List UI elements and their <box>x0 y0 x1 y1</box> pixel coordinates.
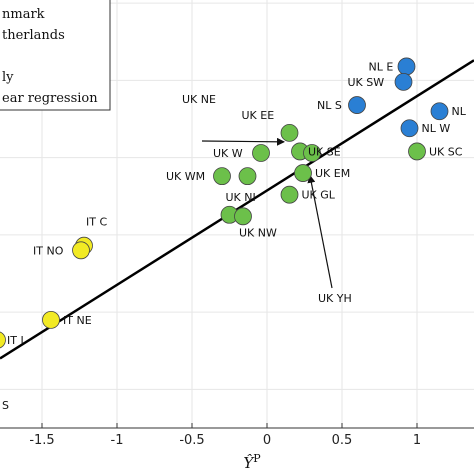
point-label: NL W <box>422 122 451 135</box>
data-point <box>238 167 257 186</box>
data-point <box>213 167 231 186</box>
arrow-uk-yh <box>307 174 333 289</box>
data-point <box>42 310 60 329</box>
legend-entry: therlands <box>2 28 65 43</box>
point-label: NL E <box>369 60 394 73</box>
x-axis-label-base: Ŷ <box>243 454 255 472</box>
plot-frame <box>0 423 474 429</box>
point-label: UK WM <box>166 170 205 183</box>
x-tick-labels: -1.5 -1 -0.5 0 0.5 1 <box>29 433 421 448</box>
point-label: IT I <box>7 334 24 347</box>
data-point <box>303 144 321 162</box>
legend-entry: nmark <box>2 7 45 22</box>
point-label: IT C <box>86 216 107 229</box>
data-point <box>394 72 413 91</box>
legend-entry: ly <box>2 70 14 85</box>
point-label: UK SW <box>348 76 385 89</box>
point-label: NL <box>452 105 467 118</box>
regression-line-path <box>0 59 474 360</box>
legend-box <box>0 0 111 111</box>
point-label: UK W <box>213 147 243 160</box>
x-tick-label: 0 <box>263 433 271 448</box>
x-tick-label: -1.5 <box>29 433 54 448</box>
data-point <box>252 144 270 162</box>
clipped-label: S <box>2 399 9 412</box>
x-tick-label: -1 <box>111 433 124 448</box>
annotation-arrows <box>201 137 333 289</box>
data-point <box>234 207 252 226</box>
data-point <box>294 164 312 182</box>
point-label: UK EM <box>315 167 350 180</box>
x-tick-label: 0.5 <box>332 433 353 448</box>
data-point <box>400 119 419 138</box>
x-tick-label: -0.5 <box>179 433 204 448</box>
regression-line <box>0 59 474 360</box>
data-point <box>72 241 90 260</box>
arrow-uk-ne <box>201 137 285 146</box>
point-label: UK EE <box>242 109 275 122</box>
point-label: NL S <box>317 99 342 112</box>
legend-entry: ear regression <box>2 91 98 106</box>
data-points <box>0 57 449 349</box>
point-label: UK GL <box>302 189 336 202</box>
data-point <box>0 331 6 349</box>
legend: nmark therlands ly ear regression <box>0 0 111 111</box>
point-label: UK NW <box>239 226 277 239</box>
x-tick-label: 1 <box>413 433 421 448</box>
data-point <box>348 96 366 114</box>
point-label: UK NI <box>226 191 256 204</box>
point-label: UK SE <box>308 145 341 158</box>
point-label: IT NE <box>63 314 92 327</box>
data-point <box>397 57 416 76</box>
point-label: IT NO <box>33 244 64 257</box>
data-point <box>280 123 299 142</box>
x-axis-label: ŶP <box>243 452 261 472</box>
point-label: UK SC <box>429 145 463 158</box>
x-axis-label-superscript: P <box>253 452 261 465</box>
point-label: UK NE <box>182 93 216 106</box>
annotation-label: UK YH <box>318 292 352 305</box>
data-point <box>408 142 426 161</box>
data-point <box>430 102 449 121</box>
data-point <box>280 185 299 204</box>
